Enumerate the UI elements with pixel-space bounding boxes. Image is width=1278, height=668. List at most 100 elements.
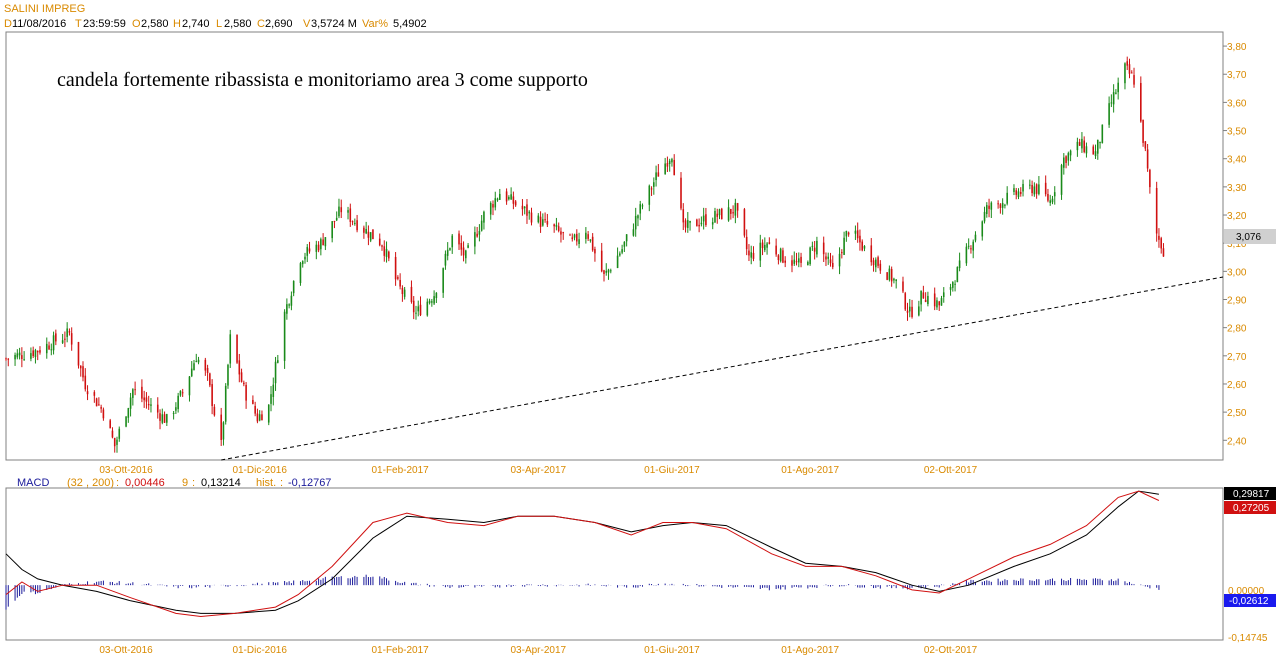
price-y-axis: 3,80 3,70 3,60 3,50 3,40 3,30 3,20 3,10 3,00 2,90… xyxy=(1223,42,1247,447)
candle-body xyxy=(983,211,986,222)
candle-body xyxy=(213,406,216,416)
macd-y-axis: 0,00000 -0,14745 xyxy=(1228,586,1268,644)
candle-body xyxy=(331,221,333,239)
macd-x-axis: 03-Ott-2016 01-Dic-2016 01-Feb-2017 03-Apr-… xyxy=(99,645,977,656)
candle-body xyxy=(766,243,768,248)
candle-body xyxy=(320,239,322,250)
candle-body xyxy=(322,239,324,246)
candle-body xyxy=(95,398,98,407)
candle-body xyxy=(967,245,970,247)
last-price-label: 3,076 xyxy=(1236,232,1261,243)
candle-body xyxy=(301,261,304,265)
candle-body xyxy=(553,224,555,227)
macd-params: (32 , 200) xyxy=(67,477,114,489)
candle-body xyxy=(1081,138,1083,149)
candle-body xyxy=(784,260,786,263)
candle-body xyxy=(333,220,336,222)
date-value: 11/08/2016 xyxy=(12,18,66,30)
candle-body xyxy=(970,248,972,250)
candle-body xyxy=(412,300,415,313)
open-label: O xyxy=(132,18,141,30)
candle-body xyxy=(299,263,302,284)
candle-body xyxy=(585,232,587,240)
candle-body xyxy=(102,409,105,419)
volume-value: 3,5724 M xyxy=(311,18,357,30)
candle-body xyxy=(1063,157,1065,168)
candle-body xyxy=(143,397,145,401)
candle-body xyxy=(98,404,100,406)
trendline xyxy=(221,276,1224,461)
candle-body xyxy=(460,242,463,250)
candle-body xyxy=(315,244,318,252)
candle-body xyxy=(809,247,811,265)
candle-body xyxy=(84,375,87,390)
varpct-label: Var% xyxy=(362,18,388,30)
candle-body xyxy=(363,227,365,233)
candle-body xyxy=(700,222,703,225)
price-ytick-label: 3,80 xyxy=(1227,42,1247,53)
candle-body xyxy=(956,267,959,283)
candle-body xyxy=(335,217,338,221)
candle-body xyxy=(557,226,560,231)
candle-body xyxy=(696,219,698,227)
candle-body xyxy=(240,372,243,382)
candle-body xyxy=(777,255,780,261)
price-ytick-label: 3,00 xyxy=(1227,267,1247,278)
xtick-label: 01-Dic-2016 xyxy=(232,645,287,656)
candle-body xyxy=(304,256,306,260)
candle-body xyxy=(648,185,651,205)
candle-body xyxy=(594,249,596,254)
candle-body xyxy=(93,392,96,396)
candle-body xyxy=(841,252,843,254)
candle-body xyxy=(1140,82,1142,122)
candle-body xyxy=(16,353,19,358)
candle-body xyxy=(77,341,80,366)
candle-body xyxy=(587,234,589,239)
candle-body xyxy=(109,420,111,429)
candle-body xyxy=(1078,142,1081,146)
candle-body xyxy=(1049,200,1052,203)
candle-body xyxy=(86,391,89,395)
low-value: 2,580 xyxy=(224,18,252,30)
macd-value: 0,00446 xyxy=(125,477,165,489)
candle-body xyxy=(399,279,401,287)
candle-body xyxy=(997,203,999,205)
candle-body xyxy=(1110,102,1113,104)
macd-title: MACD xyxy=(17,477,49,489)
candle-body xyxy=(349,208,352,222)
candle-body xyxy=(489,202,492,215)
candle-body xyxy=(542,219,544,226)
candle-body xyxy=(383,246,386,256)
candle-body xyxy=(147,404,150,406)
candle-body xyxy=(1158,235,1160,240)
hist-value: -0,12767 xyxy=(288,477,331,489)
time-value: 23:59:59 xyxy=(83,18,126,30)
candle-body xyxy=(256,413,259,422)
candle-body xyxy=(1053,192,1056,197)
candle-body xyxy=(702,215,705,222)
candle-body xyxy=(442,268,444,293)
candle-body xyxy=(938,301,941,306)
macd-colon: : xyxy=(116,477,119,489)
candle-body xyxy=(435,292,438,299)
candle-body xyxy=(940,298,943,306)
candle-body xyxy=(918,306,920,316)
candle-body xyxy=(625,234,628,242)
candle-body xyxy=(197,359,200,363)
candle-body xyxy=(428,300,431,304)
candle-body xyxy=(195,361,198,363)
candle-body xyxy=(829,259,832,264)
candle-body xyxy=(159,413,161,421)
candle-body xyxy=(526,204,528,216)
price-ytick-label: 3,30 xyxy=(1227,183,1247,194)
candle-body xyxy=(847,232,850,235)
candle-body xyxy=(1031,184,1033,194)
candle-body xyxy=(48,345,50,350)
signal-last-label: 0,29817 xyxy=(1233,489,1270,500)
candle-body xyxy=(689,221,691,223)
candle-body xyxy=(795,261,798,263)
candle-body xyxy=(288,304,290,306)
candle-body xyxy=(224,385,227,422)
candle-body xyxy=(650,188,653,190)
price-ytick-label: 2,90 xyxy=(1227,296,1247,307)
